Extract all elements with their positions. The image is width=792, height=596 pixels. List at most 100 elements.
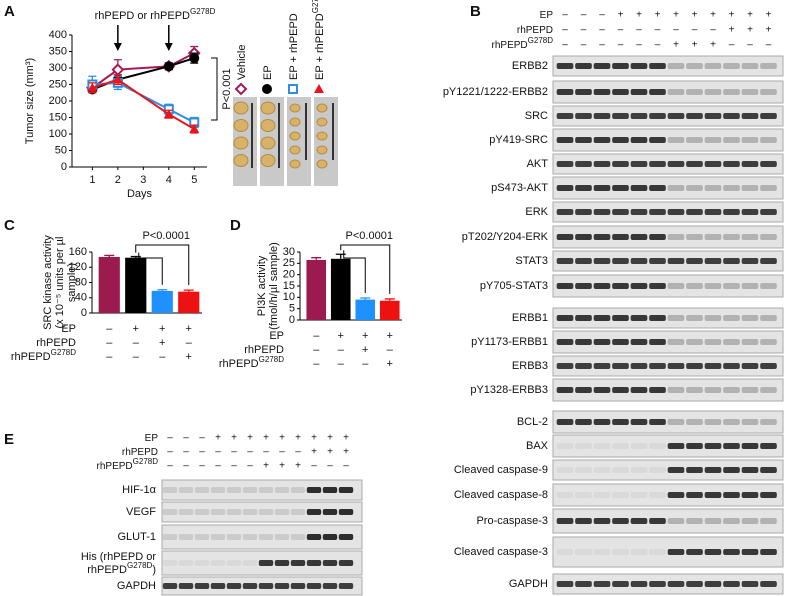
row-label: pY1173-ERBB1 — [471, 336, 548, 348]
condition-value: + — [387, 330, 393, 342]
band — [630, 234, 648, 240]
band — [723, 283, 740, 289]
condition-value: + — [186, 323, 192, 335]
tumor — [260, 119, 276, 132]
condition-value: + — [729, 25, 735, 36]
condition-value: + — [618, 10, 624, 21]
band — [290, 534, 306, 540]
condition-value: + — [247, 433, 253, 444]
band — [575, 443, 592, 449]
band — [630, 363, 648, 369]
band — [741, 161, 759, 167]
band — [667, 387, 685, 393]
band — [593, 363, 611, 369]
y-tick-label: 10 — [283, 291, 295, 303]
condition-value: – — [231, 461, 237, 472]
band — [760, 113, 777, 119]
band — [649, 137, 666, 143]
condition-value: + — [729, 10, 735, 21]
band — [723, 137, 740, 143]
band — [667, 549, 685, 555]
blot-strip — [161, 501, 363, 523]
band — [593, 419, 611, 425]
band — [741, 419, 759, 425]
row-label: pY705-STAT3 — [480, 280, 548, 292]
band — [686, 581, 703, 587]
band — [649, 209, 666, 215]
text-part: EP — [269, 330, 284, 342]
band — [322, 534, 338, 540]
text-part: EP + rhPEPD — [288, 13, 300, 80]
condition-value: + — [263, 433, 269, 444]
band — [741, 518, 759, 524]
band — [178, 534, 194, 540]
band — [612, 581, 629, 587]
row-label: Cleaved caspase-9 — [454, 464, 548, 476]
x-tick-label: 2 — [115, 174, 121, 186]
row-label: ERK — [525, 206, 548, 218]
band — [612, 339, 629, 345]
y-tick-label: 250 — [49, 78, 67, 90]
condition-value: – — [747, 40, 753, 51]
band — [162, 534, 178, 540]
y-tick-label: 5 — [289, 303, 295, 315]
band — [612, 363, 629, 369]
band — [649, 363, 666, 369]
band — [575, 339, 592, 345]
series-line — [92, 78, 195, 130]
condition-value: – — [167, 447, 173, 458]
band — [556, 492, 574, 498]
band — [162, 509, 178, 515]
row-label: BAX — [526, 440, 549, 452]
band — [338, 509, 354, 515]
band — [704, 363, 722, 369]
band — [649, 339, 666, 345]
band — [556, 549, 574, 555]
band — [686, 315, 703, 321]
condition-label: rhPEPDG278D — [492, 36, 554, 51]
y-tick-label: 20 — [283, 269, 295, 281]
p-bracket — [138, 252, 163, 285]
band — [760, 549, 777, 555]
condition-value: – — [167, 461, 173, 472]
band — [704, 467, 722, 473]
band — [612, 234, 629, 240]
error-bar — [157, 289, 168, 291]
data-point — [163, 61, 174, 72]
condition-value: + — [159, 337, 165, 349]
band — [593, 113, 611, 119]
x-tick-label: 5 — [191, 174, 197, 186]
band — [242, 534, 258, 540]
band — [704, 89, 722, 95]
band — [686, 518, 703, 524]
band — [741, 63, 759, 69]
band — [760, 185, 777, 191]
band — [630, 339, 648, 345]
y-tick-label: 160 — [69, 246, 87, 258]
band — [556, 185, 574, 191]
band — [290, 583, 306, 589]
y-tick-label: 100 — [49, 128, 67, 140]
bar — [98, 256, 120, 313]
band — [593, 137, 611, 143]
row-label: His (rhPEPD or — [81, 551, 157, 563]
text-part: G278D — [259, 355, 285, 364]
band — [593, 234, 611, 240]
band — [178, 583, 194, 589]
band — [723, 89, 740, 95]
data-point — [189, 124, 200, 134]
row-label: BCL-2 — [517, 416, 548, 428]
band — [704, 339, 722, 345]
error-bar — [384, 298, 395, 301]
band — [649, 492, 666, 498]
band — [649, 443, 666, 449]
band — [704, 443, 722, 449]
band — [556, 209, 574, 215]
band — [274, 583, 290, 589]
band — [667, 89, 685, 95]
legend-marker — [234, 82, 248, 96]
band — [667, 467, 685, 473]
condition-value: + — [362, 344, 368, 356]
band — [242, 509, 258, 515]
p-bracket — [135, 244, 190, 286]
